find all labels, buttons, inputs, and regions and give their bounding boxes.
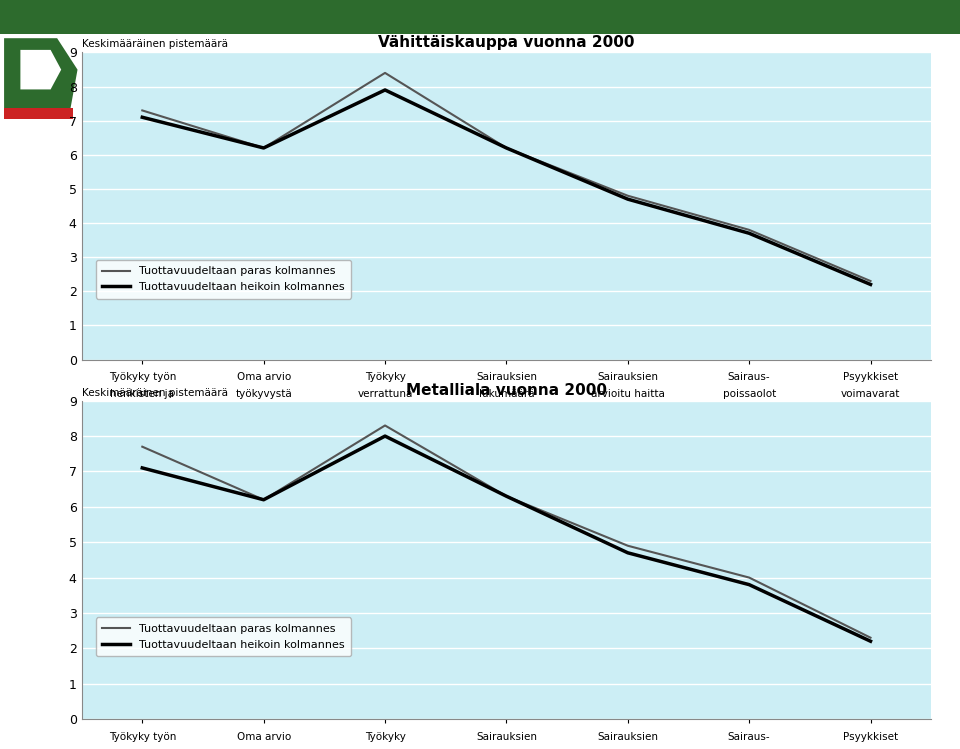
Text: Keskimääräinen pistemäärä: Keskimääräinen pistemäärä bbox=[82, 40, 228, 49]
Tuottavuudeltaan heikoin kolmannes bbox=[622, 548, 634, 557]
Tuottavuudeltaan paras kolmannes bbox=[500, 144, 512, 153]
Tuottavuudeltaan heikoin kolmannes bbox=[743, 580, 755, 589]
Text: Sairaus-: Sairaus- bbox=[728, 732, 771, 742]
Text: kahden: kahden bbox=[245, 406, 283, 416]
Text: Työkyky: Työkyky bbox=[365, 732, 405, 742]
Tuottavuudeltaan heikoin kolmannes bbox=[379, 85, 391, 94]
Line: Tuottavuudeltaan heikoin kolmannes: Tuottavuudeltaan heikoin kolmannes bbox=[142, 436, 871, 641]
Text: Työkyky työn: Työkyky työn bbox=[108, 732, 176, 742]
Text: vuoden: vuoden bbox=[244, 422, 283, 432]
Text: lukumäärä: lukumäärä bbox=[479, 389, 534, 398]
Tuottavuudeltaan heikoin kolmannes bbox=[865, 637, 876, 646]
Text: Sairauksien: Sairauksien bbox=[476, 732, 537, 742]
Text: työkyvystä: työkyvystä bbox=[235, 389, 292, 398]
Tuottavuudeltaan paras kolmannes bbox=[136, 106, 148, 115]
Text: Psyykkiset: Psyykkiset bbox=[843, 732, 898, 742]
Text: kannalta: kannalta bbox=[120, 440, 165, 449]
Tuottavuudeltaan paras kolmannes bbox=[865, 633, 876, 642]
Line: Tuottavuudeltaan paras kolmannes: Tuottavuudeltaan paras kolmannes bbox=[142, 425, 871, 637]
Text: Sairauksien: Sairauksien bbox=[597, 372, 659, 382]
Tuottavuudeltaan heikoin kolmannes bbox=[622, 195, 634, 204]
Text: arvioitu haitta: arvioitu haitta bbox=[590, 389, 664, 398]
Text: Sairauksien: Sairauksien bbox=[597, 732, 659, 742]
Tuottavuudeltaan paras kolmannes bbox=[743, 225, 755, 234]
Tuottavuudeltaan heikoin kolmannes bbox=[865, 280, 876, 289]
Text: verrattuna: verrattuna bbox=[357, 389, 413, 398]
Text: Oma arvio: Oma arvio bbox=[236, 732, 291, 742]
Tuottavuudeltaan heikoin kolmannes bbox=[258, 144, 270, 153]
Tuottavuudeltaan paras kolmannes bbox=[379, 421, 391, 430]
Line: Tuottavuudeltaan heikoin kolmannes: Tuottavuudeltaan heikoin kolmannes bbox=[142, 90, 871, 285]
Text: poissaolot: poissaolot bbox=[723, 389, 776, 398]
Text: Työkyky: Työkyky bbox=[365, 372, 405, 382]
Text: elinikäiseen: elinikäiseen bbox=[354, 406, 416, 416]
Tuottavuudeltaan paras kolmannes bbox=[379, 68, 391, 77]
Tuottavuudeltaan paras kolmannes bbox=[500, 491, 512, 500]
Tuottavuudeltaan paras kolmannes bbox=[622, 191, 634, 200]
Text: Sairaus-: Sairaus- bbox=[728, 372, 771, 382]
Tuottavuudeltaan heikoin kolmannes bbox=[500, 144, 512, 153]
Tuottavuudeltaan heikoin kolmannes bbox=[258, 495, 270, 504]
Text: Keskimääräinen pistemäärä: Keskimääräinen pistemäärä bbox=[82, 387, 228, 398]
Text: Työkyky työn: Työkyky työn bbox=[108, 372, 176, 382]
Tuottavuudeltaan heikoin kolmannes bbox=[379, 431, 391, 440]
Tuottavuudeltaan paras kolmannes bbox=[622, 542, 634, 551]
Bar bbox=[4, 109, 73, 119]
Tuottavuudeltaan paras kolmannes bbox=[258, 144, 270, 153]
Polygon shape bbox=[20, 50, 61, 89]
Tuottavuudeltaan paras kolmannes bbox=[743, 573, 755, 582]
Tuottavuudeltaan heikoin kolmannes bbox=[136, 113, 148, 122]
Tuottavuudeltaan heikoin kolmannes bbox=[136, 464, 148, 473]
Title: Vähittäiskauppa vuonna 2000: Vähittäiskauppa vuonna 2000 bbox=[378, 35, 635, 50]
Title: Metalliala vuonna 2000: Metalliala vuonna 2000 bbox=[406, 383, 607, 398]
Text: Oma arvio: Oma arvio bbox=[236, 372, 291, 382]
Line: Tuottavuudeltaan paras kolmannes: Tuottavuudeltaan paras kolmannes bbox=[142, 73, 871, 281]
Tuottavuudeltaan paras kolmannes bbox=[258, 495, 270, 504]
Text: voimavarat: voimavarat bbox=[841, 389, 900, 398]
Polygon shape bbox=[4, 38, 78, 115]
Tuottavuudeltaan paras kolmannes bbox=[136, 442, 148, 451]
Tuottavuudeltaan heikoin kolmannes bbox=[743, 228, 755, 237]
Legend: Tuottavuudeltaan paras kolmannes, Tuottavuudeltaan heikoin kolmannes: Tuottavuudeltaan paras kolmannes, Tuotta… bbox=[96, 260, 351, 299]
Text: Sairauksien: Sairauksien bbox=[476, 372, 537, 382]
Text: parhaimpaan: parhaimpaan bbox=[350, 422, 420, 432]
Tuottavuudeltaan heikoin kolmannes bbox=[500, 491, 512, 500]
Text: päästä: päästä bbox=[246, 440, 281, 449]
Text: ruumiillisten: ruumiillisten bbox=[109, 406, 175, 416]
Legend: Tuottavuudeltaan paras kolmannes, Tuottavuudeltaan heikoin kolmannes: Tuottavuudeltaan paras kolmannes, Tuotta… bbox=[96, 617, 351, 656]
Text: Psyykkiset: Psyykkiset bbox=[843, 372, 898, 382]
Text: vaatimusten: vaatimusten bbox=[109, 422, 175, 432]
Text: henkisten ja: henkisten ja bbox=[110, 389, 175, 398]
Tuottavuudeltaan paras kolmannes bbox=[865, 276, 876, 285]
Text: Työkvvn osa-alue: Työkvvn osa-alue bbox=[458, 488, 555, 499]
